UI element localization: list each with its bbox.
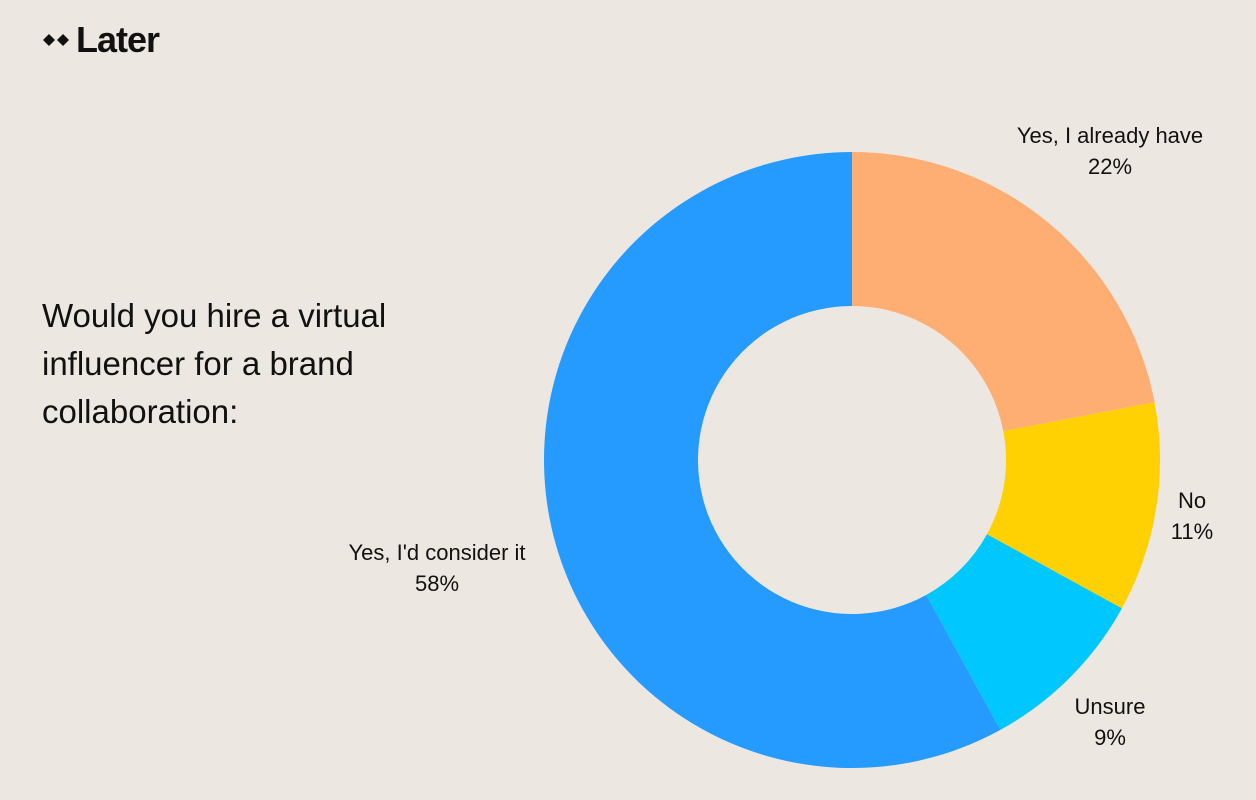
slice-label-yes-i-already-have: Yes, I already have 22% [1017, 123, 1203, 179]
slice-label-unsure: Unsure 9% [1075, 694, 1146, 750]
slice-value-yes-i-already-have: 22% [1088, 154, 1132, 179]
slice-unsure [926, 534, 1122, 730]
slice-label-no: No 11% [1171, 488, 1213, 544]
chart-question: Would you hire a virtual influencer for … [42, 297, 387, 430]
slice-value-unsure: 9% [1094, 725, 1126, 750]
brand-logo: Later [42, 19, 160, 60]
slice-no [986, 402, 1160, 609]
slice-value-yes-i-d-consider-it: 58% [415, 571, 459, 596]
later-logo-icon [43, 34, 69, 46]
slice-yes-i-already-have [852, 152, 1155, 432]
brand-name: Later [76, 19, 160, 60]
slice-yes-i-d-consider-it [544, 152, 1001, 768]
slice-label-yes-i-d-consider-it: Yes, I'd consider it 58% [348, 540, 525, 596]
slice-value-no: 11% [1171, 519, 1213, 544]
